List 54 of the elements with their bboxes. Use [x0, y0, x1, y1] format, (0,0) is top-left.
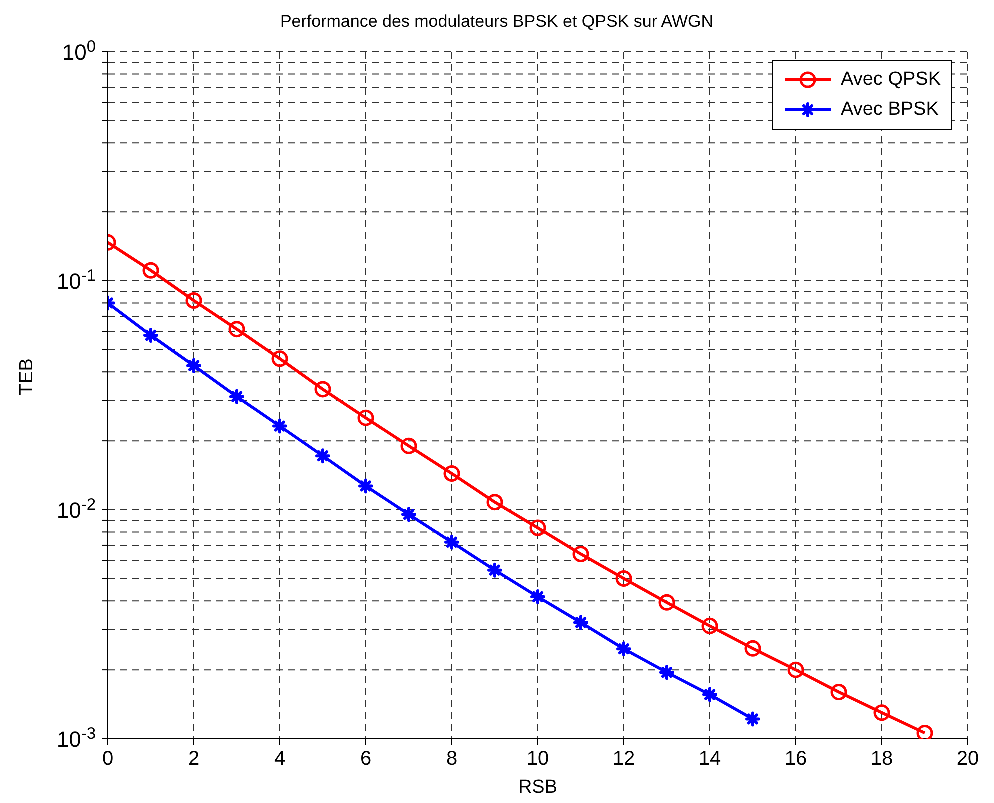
point	[746, 712, 760, 727]
x-tick-label: 0	[102, 748, 114, 770]
x-tick-label: 16	[784, 748, 808, 770]
point	[744, 640, 762, 657]
x-tick-label: 18	[870, 748, 894, 770]
point	[574, 615, 588, 630]
y-tick-label: 10$^{-1}$	[56, 267, 96, 294]
point	[402, 507, 416, 522]
point	[400, 438, 418, 454]
y-tick-label: 10$^{-2}$	[56, 496, 96, 523]
legend-label: Avec QPSK	[841, 69, 941, 91]
chart-title: Performance des modulateurs BPSK et QPSK sur AWGN	[279, 12, 715, 32]
point	[658, 594, 676, 611]
y-tick-label: 10$^{0}$	[62, 38, 96, 65]
point	[272, 418, 288, 434]
point	[230, 389, 244, 404]
point	[142, 262, 160, 279]
point	[830, 684, 848, 701]
point	[272, 350, 288, 368]
y-axis-title: TEB	[16, 358, 38, 396]
legend-label: Avec BPSK	[841, 99, 939, 121]
x-tick-label: 4	[274, 748, 286, 770]
point	[660, 665, 674, 680]
x-tick-label: 14	[698, 748, 722, 770]
point	[486, 494, 504, 511]
point	[186, 358, 202, 374]
x-tick-label: 8	[446, 748, 458, 770]
point	[788, 662, 804, 678]
point	[702, 618, 718, 634]
point	[530, 520, 546, 536]
x-tick-label: 6	[360, 748, 372, 770]
point	[488, 562, 502, 578]
point	[444, 534, 460, 550]
y-tick-label: 10$^{-3}$	[56, 725, 96, 752]
x-tick-label: 20	[956, 748, 980, 770]
x-tick-label: 2	[188, 748, 200, 770]
x-axis-title: RSB	[518, 777, 558, 798]
point	[874, 704, 890, 722]
point	[144, 328, 158, 344]
point	[358, 478, 374, 494]
point	[916, 724, 934, 739]
point	[616, 570, 632, 587]
point	[530, 589, 546, 604]
point	[616, 642, 632, 657]
point	[314, 381, 332, 398]
point	[444, 465, 460, 482]
point	[316, 448, 330, 464]
point	[186, 292, 202, 309]
point	[358, 410, 374, 426]
point	[228, 321, 246, 338]
point	[572, 546, 590, 562]
x-tick-label: 12	[612, 748, 636, 770]
point	[702, 687, 718, 702]
x-tick-label: 10	[526, 748, 550, 770]
